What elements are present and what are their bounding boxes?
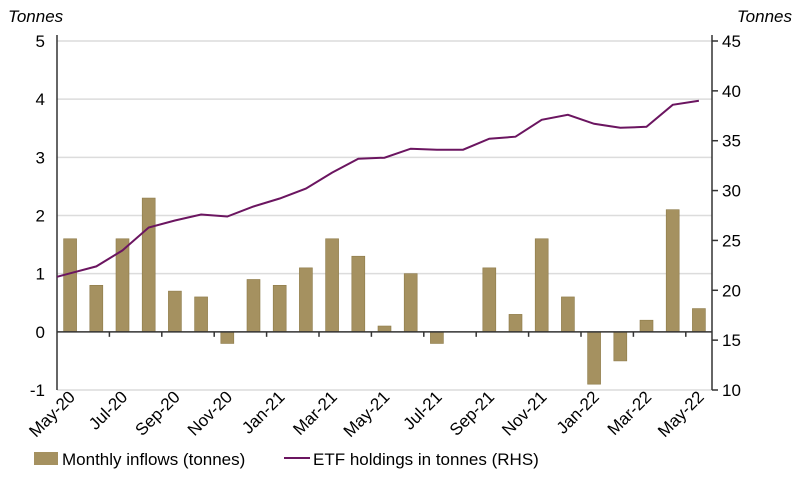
legend-bar-label: Monthly inflows (tonnes) xyxy=(62,450,245,469)
inflow-bar xyxy=(194,296,208,333)
right-tick-label: 35 xyxy=(722,132,741,151)
right-tick-label: 10 xyxy=(722,381,741,400)
x-tick-label: May-21 xyxy=(340,387,394,441)
x-tick-label: Nov-20 xyxy=(184,387,236,439)
inflow-bar xyxy=(482,267,497,333)
inflow-bar xyxy=(377,325,392,333)
inflow-bar xyxy=(351,255,366,333)
inflow-bar xyxy=(220,331,235,344)
left-tick-label: 2 xyxy=(36,207,45,226)
inflow-bar xyxy=(639,319,654,333)
legend: Monthly inflows (tonnes) ETF holdings in… xyxy=(34,450,539,469)
right-tick-label: 15 xyxy=(722,331,741,350)
inflow-bar xyxy=(141,197,156,333)
inflow-bar xyxy=(613,331,628,362)
legend-line-label: ETF holdings in tonnes (RHS) xyxy=(313,450,539,469)
right-tick-label: 25 xyxy=(722,231,741,250)
x-tick-label: Sep-20 xyxy=(132,387,184,439)
etf-holdings-line xyxy=(56,99,700,278)
left-tick-label: 1 xyxy=(36,265,45,284)
right-tick-label: 45 xyxy=(722,32,741,51)
inflow-bar xyxy=(508,314,523,333)
x-tick-label: Jul-21 xyxy=(400,387,446,433)
left-tick-label: 3 xyxy=(36,148,45,167)
left-tick-label: -1 xyxy=(30,381,45,400)
x-tick-label: Mar-21 xyxy=(289,387,341,439)
inflow-bar xyxy=(665,209,680,333)
inflow-bar xyxy=(299,267,313,333)
inflow-bar xyxy=(272,284,287,333)
right-tick-label: 20 xyxy=(722,281,741,300)
x-tick-label: Jan-21 xyxy=(238,387,288,437)
left-tick-label: 4 xyxy=(36,90,45,109)
inflow-bar xyxy=(403,273,418,333)
x-tick-label: Jan-22 xyxy=(553,387,603,437)
inflow-bar xyxy=(325,238,339,333)
inflow-bar xyxy=(89,284,104,333)
x-tick-label: May-22 xyxy=(654,387,708,441)
right-tick-label: 30 xyxy=(722,182,741,201)
left-tick-label: 5 xyxy=(36,32,45,51)
x-tick-label: Sep-21 xyxy=(446,387,498,439)
x-tick-label: Mar-22 xyxy=(604,387,656,439)
inflow-bar xyxy=(63,238,77,333)
x-tick-label: Jul-20 xyxy=(85,387,131,433)
right-tick-label: 40 xyxy=(722,82,741,101)
inflow-bar xyxy=(561,296,575,333)
inflow-bar xyxy=(587,331,601,385)
x-tick-label: Nov-21 xyxy=(498,387,550,439)
legend-bar-swatch xyxy=(34,452,58,465)
inflow-bar xyxy=(430,331,444,344)
inflow-bar xyxy=(692,308,706,333)
left-axis-label: Tonnes xyxy=(8,7,64,26)
inflow-bar xyxy=(168,290,182,333)
right-axis-label: Tonnes xyxy=(737,7,793,26)
inflow-bar xyxy=(246,279,261,333)
inflow-bar xyxy=(534,238,549,333)
left-tick-label: 0 xyxy=(36,323,45,342)
